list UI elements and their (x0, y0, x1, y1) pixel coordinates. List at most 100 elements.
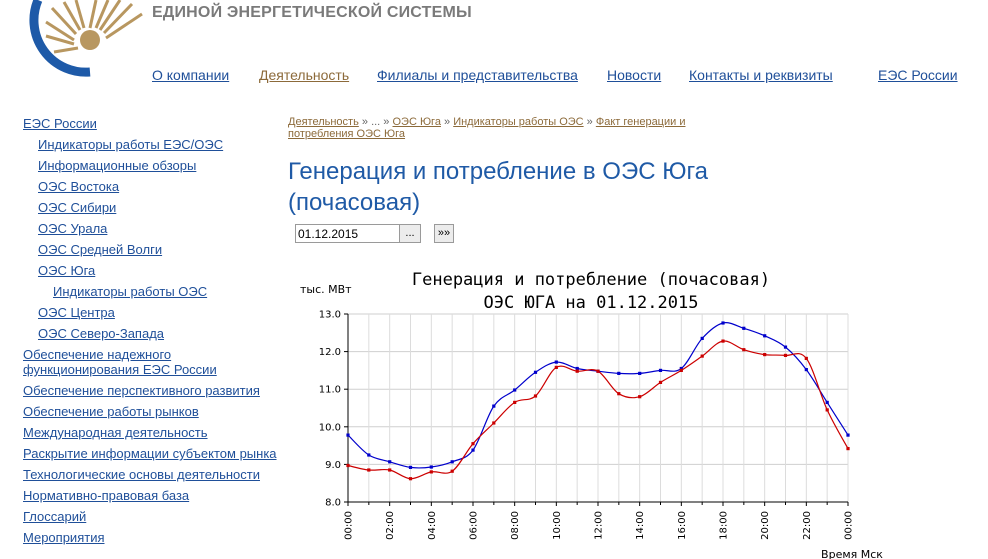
sidebar-item-oes-south[interactable]: ОЭС Юга (38, 263, 96, 278)
data-point (763, 334, 767, 338)
data-point (471, 448, 475, 452)
x-tick-label: 06:00 (469, 511, 480, 540)
sidebar-item-ues-russia[interactable]: ЕЭС России (23, 116, 97, 131)
sidebar-item-markets[interactable]: Обеспечение работы рынков (23, 404, 199, 419)
data-point (346, 463, 350, 468)
x-tick-label: 08:00 (510, 511, 521, 540)
data-point (429, 465, 433, 469)
data-point (742, 348, 746, 352)
y-tick-label: 9.0 (325, 460, 341, 471)
chart-grid (347, 313, 849, 503)
x-tick-label: 16:00 (677, 511, 688, 540)
x-tick-label: 02:00 (385, 511, 396, 540)
date-input[interactable] (295, 224, 401, 243)
data-point (783, 353, 788, 357)
chart-ticks: 8.0 9.0 10.0 11.0 12.0 13.0 00:00 02:00 04:00 06:… (319, 310, 855, 540)
y-tick-label: 12.0 (319, 347, 341, 358)
page-title: Генерация и потребление в ОЭС Юга (почас… (288, 158, 709, 216)
sidebar-item-oes-middle-volga[interactable]: ОЭС Средней Волги (38, 242, 163, 257)
data-point (804, 356, 808, 360)
data-point (429, 470, 433, 474)
sidebar-item-oes-ural[interactable]: ОЭС Урала (38, 221, 108, 236)
data-point (721, 321, 725, 325)
y-tick-label: 13.0 (319, 310, 341, 321)
sidebar: ЕЭС России Индикаторы работы ЕЭС/ОЭС Инф… (23, 116, 283, 545)
data-point (367, 468, 371, 472)
sidebar-item-indicators-oes[interactable]: Индикаторы работы ОЭС (53, 284, 208, 299)
generation-consumption-chart: Генерация и потребление (почасовая) ОЭС … (300, 270, 883, 559)
data-point (638, 395, 642, 399)
data-point (492, 404, 496, 408)
x-tick-label: 00:00 (844, 511, 855, 540)
data-point (700, 354, 704, 358)
y-tick-label: 8.0 (325, 498, 341, 509)
sidebar-item-info-reviews[interactable]: Информационные обзоры (38, 158, 197, 173)
calendar-pick-button[interactable]: ... (399, 224, 421, 243)
data-point (408, 465, 413, 469)
sidebar-item-legal-base[interactable]: Нормативно-правовая база (23, 488, 190, 503)
x-axis-label: Время Мск (821, 548, 883, 559)
data-point (846, 447, 850, 451)
sidebar-item-oes-east[interactable]: ОЭС Востока (38, 179, 120, 194)
breadcrumb-separator: » (361, 116, 368, 128)
data-point (513, 388, 517, 392)
data-point (679, 368, 683, 372)
next-day-button[interactable]: »» (434, 224, 454, 243)
data-point (388, 468, 392, 472)
data-point (513, 400, 517, 404)
data-point (450, 469, 454, 473)
breadcrumb: Деятельность » ... » ОЭС Юга » Индикатор… (288, 116, 698, 140)
breadcrumb-item[interactable]: ОЭС Юга (392, 116, 441, 128)
chart-series (346, 321, 850, 481)
breadcrumb-item[interactable]: Деятельность (288, 116, 359, 128)
sidebar-item-disclosure[interactable]: Раскрытие информации субъектом рынка (23, 446, 277, 461)
data-point (825, 400, 829, 404)
nav-contacts[interactable]: Контакты и реквизиты (689, 67, 833, 83)
breadcrumb-item[interactable]: ... (371, 116, 381, 128)
data-point (533, 394, 538, 398)
energy-system-logo-icon[interactable] (0, 0, 150, 80)
breadcrumb-separator: » (444, 116, 451, 128)
nav-activity[interactable]: Деятельность (259, 67, 350, 83)
data-point (721, 339, 725, 343)
data-point (700, 336, 704, 340)
breadcrumb-separator: » (586, 116, 593, 128)
x-tick-label: 20:00 (760, 511, 771, 540)
breadcrumb-item[interactable]: Индикаторы работы ОЭС (453, 116, 584, 128)
data-point (388, 460, 392, 464)
data-point (804, 368, 808, 372)
sidebar-item-development[interactable]: Обеспечение перспективного развития (23, 383, 260, 398)
data-point (679, 366, 683, 371)
sidebar-item-international[interactable]: Международная деятельность (23, 425, 208, 440)
data-point (783, 345, 788, 349)
chart-title: Генерация и потребление (почасовая) (412, 270, 770, 290)
y-axis-label: тыс. МВт (300, 283, 352, 296)
sidebar-item-oes-northwest[interactable]: ОЭС Северо-Запада (38, 326, 165, 341)
data-point (617, 371, 621, 375)
sidebar-item-glossary[interactable]: Глоссарий (23, 509, 87, 524)
sidebar-item-oes-center[interactable]: ОЭС Центра (38, 305, 115, 320)
x-tick-label: 14:00 (635, 511, 646, 540)
sidebar-item-events[interactable]: Мероприятия (23, 530, 105, 545)
nav-branches[interactable]: Филиалы и представительства (377, 67, 578, 83)
data-point (408, 477, 413, 481)
data-point (367, 453, 371, 457)
data-point (492, 421, 496, 425)
sidebar-item-reliability[interactable]: Обеспечение надежного функционирования Е… (23, 347, 217, 377)
nav-ues-russia[interactable]: ЕЭС России (878, 67, 958, 83)
sidebar-item-oes-siberia[interactable]: ОЭС Сибири (38, 200, 117, 215)
nav-news[interactable]: Новости (607, 67, 662, 83)
data-point (346, 433, 350, 437)
data-point (554, 365, 558, 369)
y-tick-label: 11.0 (319, 385, 341, 396)
sidebar-item-tech-basis[interactable]: Технологические основы деятельности (23, 467, 260, 482)
sidebar-item-indicators-ues[interactable]: Индикаторы работы ЕЭС/ОЭС (38, 137, 224, 152)
org-title: ЕДИНОЙ ЭНЕРГЕТИЧЕСКОЙ СИСТЕМЫ (152, 4, 472, 21)
data-point (596, 369, 600, 373)
nav-about[interactable]: О компании (152, 67, 230, 83)
breadcrumb-item[interactable]: Факт генерации и потребления ОЭС Юга (288, 116, 686, 140)
data-point (554, 360, 558, 364)
x-tick-label: 22:00 (802, 511, 813, 540)
data-point (450, 460, 454, 464)
x-tick-label: 04:00 (427, 511, 438, 540)
